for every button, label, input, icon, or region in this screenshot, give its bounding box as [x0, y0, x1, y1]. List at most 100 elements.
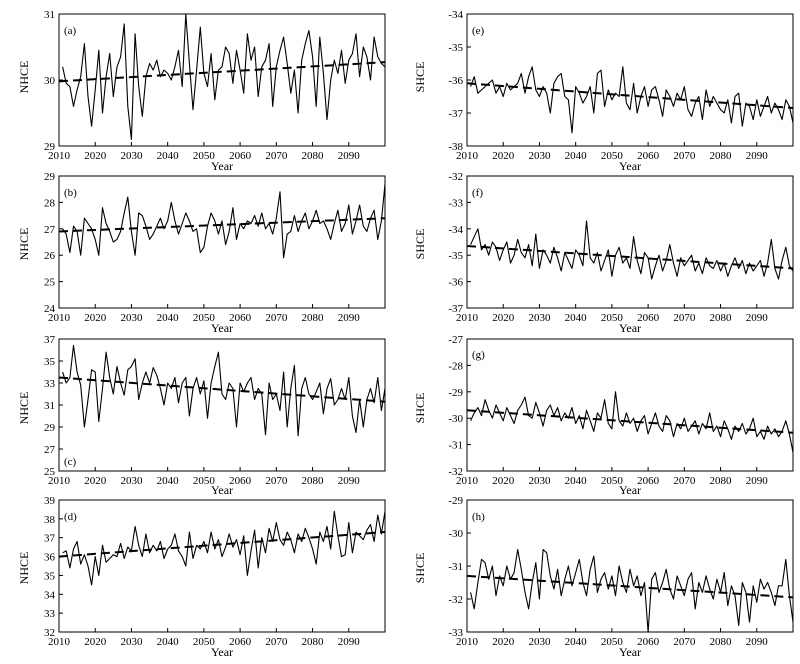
panel-d-label: (d) [64, 511, 77, 523]
panel-a-xtick-label-2040: 2040 [157, 150, 180, 162]
panel-c-frame [58, 338, 386, 472]
panel-h-ytick-label--31: -31 [448, 561, 463, 573]
panel-f-xtick-label-2010: 2010 [456, 312, 479, 324]
panel-g-xtick-label-2070: 2070 [673, 475, 696, 487]
panel-c-ytick-label-31: 31 [44, 400, 55, 412]
panel-d-xtick-label-2040: 2040 [157, 636, 180, 648]
panel-a-trend-line [58, 61, 386, 83]
panel-g-frame [466, 338, 794, 472]
panel-c-xtick-label-2030: 2030 [120, 475, 143, 487]
panel-h-ytick-label--29: -29 [448, 495, 463, 507]
panel-c-ytick-label-29: 29 [44, 422, 56, 434]
panel-c-label: (c) [64, 456, 77, 468]
panel-e-xtick-label-2060: 2060 [637, 150, 660, 162]
panel-c-xtick-label-2020: 2020 [84, 475, 107, 487]
panel-h-ytick-label--30: -30 [448, 528, 463, 540]
panel-f: (f) SHCE Year 2010 2020 2030 2040 2050 2060 20… [413, 171, 794, 335]
panel-f-xtick-label-2060: 2060 [637, 312, 660, 324]
panel-h-label: (h) [472, 511, 485, 523]
panel-e-ytick-label--36: -36 [448, 75, 463, 87]
panel-b-xtick-label-2060: 2060 [229, 312, 252, 324]
panel-e-xtick-label-2050: 2050 [601, 150, 624, 162]
panel-d-ylabel: NHCE [17, 552, 31, 585]
panel-d-xtick-label-2030: 2030 [120, 636, 143, 648]
panel-f-xtick-label-2080: 2080 [710, 312, 733, 324]
panel-d-frame [58, 499, 386, 633]
panel-e-xtick-label-2010: 2010 [456, 150, 479, 162]
panel-b-ytick-label-26: 26 [44, 250, 56, 262]
panel-d-ytick-label-32: 32 [44, 627, 55, 639]
panel-b-xtick-label-2070: 2070 [265, 312, 288, 324]
panel-g-ytick-label--32: -32 [448, 466, 463, 478]
panel-d-xtick-label-2060: 2060 [229, 636, 252, 648]
panel-f-ytick-label--32: -32 [448, 171, 463, 183]
panel-e-ytick-label--38: -38 [448, 141, 463, 153]
panel-f-ytick-label--37: -37 [448, 303, 463, 315]
panel-f-label: (f) [472, 187, 483, 199]
panel-f-ytick-label--36: -36 [448, 277, 463, 289]
panel-e-xtick-label-2040: 2040 [565, 150, 588, 162]
panel-h-xtick-label-2040: 2040 [565, 636, 588, 648]
panel-a-xtick-label-2080: 2080 [302, 150, 325, 162]
panel-a: (a) NHCE Year 2010 2020 2030 2040 2050 2060 20… [17, 9, 386, 173]
panel-b-ytick-label-27: 27 [44, 224, 56, 236]
panel-c-xtick-label-2040: 2040 [157, 475, 180, 487]
panel-c-ytick-label-27: 27 [44, 444, 56, 456]
panel-d-xtick-label-2070: 2070 [265, 636, 288, 648]
panel-e-xtick-label-2020: 2020 [492, 150, 515, 162]
panel-a-frame [58, 13, 386, 147]
panel-c-ytick-label-37: 37 [44, 334, 56, 346]
panel-g-xtick-label-2060: 2060 [637, 475, 660, 487]
panel-f-trend-line [466, 244, 794, 270]
panel-g-xtick-label-2050: 2050 [601, 475, 624, 487]
panel-c-xtick-label-2090: 2090 [338, 475, 361, 487]
panel-b: (b) NHCE Year 2010 2020 2030 2040 2050 2060 20… [17, 171, 386, 335]
panel-a-xtick-label-2070: 2070 [265, 150, 288, 162]
panel-h-xtick-label-2070: 2070 [673, 636, 696, 648]
panel-h-xtick-label-2010: 2010 [456, 636, 479, 648]
panel-f-xtick-label-2020: 2020 [492, 312, 515, 324]
panel-d-ytick-label-39: 39 [44, 495, 56, 507]
panel-e-ytick-label--34: -34 [448, 9, 463, 21]
panel-f-xtick-label-2050: 2050 [601, 312, 624, 324]
panel-g-ytick-label--28: -28 [448, 360, 463, 372]
panel-e-xtick-label-2090: 2090 [746, 150, 769, 162]
panel-a-xlabel: Year [211, 159, 233, 173]
panel-h-xtick-label-2030: 2030 [528, 636, 551, 648]
panel-g-xtick-label-2080: 2080 [710, 475, 733, 487]
panel-g-ylabel: SHCE [413, 393, 427, 424]
panel-a-series-line-1 [62, 13, 386, 140]
panel-f-ytick-label--35: -35 [448, 250, 463, 262]
panel-d-ytick-label-36: 36 [44, 552, 56, 564]
panel-b-ytick-label-24: 24 [44, 303, 56, 315]
panel-f-xtick-label-2090: 2090 [746, 312, 769, 324]
panel-e-ytick-label--37: -37 [448, 108, 463, 120]
panel-h-series-line-1 [470, 548, 794, 633]
panel-c-ylabel: NHCE [17, 392, 31, 425]
panel-h-ylabel: SHCE [413, 553, 427, 584]
panel-a-xtick-label-2050: 2050 [193, 150, 216, 162]
panel-c-ytick-label-25: 25 [44, 466, 56, 478]
panel-g-trend-line [466, 409, 794, 434]
panel-g-ytick-label--27: -27 [448, 334, 463, 346]
panel-c-xtick-label-2010: 2010 [48, 475, 71, 487]
panel-h-xtick-label-2090: 2090 [746, 636, 769, 648]
panel-b-ytick-label-29: 29 [44, 171, 56, 183]
panel-d: (d) NHCE Year 2010 2020 2030 2040 2050 2060 20… [17, 495, 386, 659]
panel-a-xtick-label-2010: 2010 [48, 150, 71, 162]
panel-b-xtick-label-2030: 2030 [120, 312, 143, 324]
panel-f-xtick-label-2030: 2030 [528, 312, 551, 324]
panel-h-xtick-label-2080: 2080 [710, 636, 733, 648]
panel-a-ytick-label-31: 31 [44, 9, 55, 21]
panel-e-ylabel: SHCE [413, 62, 427, 93]
panel-d-xtick-label-2020: 2020 [84, 636, 107, 648]
panel-d-xtick-label-2080: 2080 [302, 636, 325, 648]
panel-a-label: (a) [64, 25, 77, 37]
panel-g-xtick-label-2010: 2010 [456, 475, 479, 487]
panel-b-xtick-label-2090: 2090 [338, 312, 361, 324]
panel-e-xtick-label-2030: 2030 [528, 150, 551, 162]
panel-c-xtick-label-2070: 2070 [265, 475, 288, 487]
panel-d-ytick-label-35: 35 [44, 570, 56, 582]
panel-b-xtick-label-2080: 2080 [302, 312, 325, 324]
